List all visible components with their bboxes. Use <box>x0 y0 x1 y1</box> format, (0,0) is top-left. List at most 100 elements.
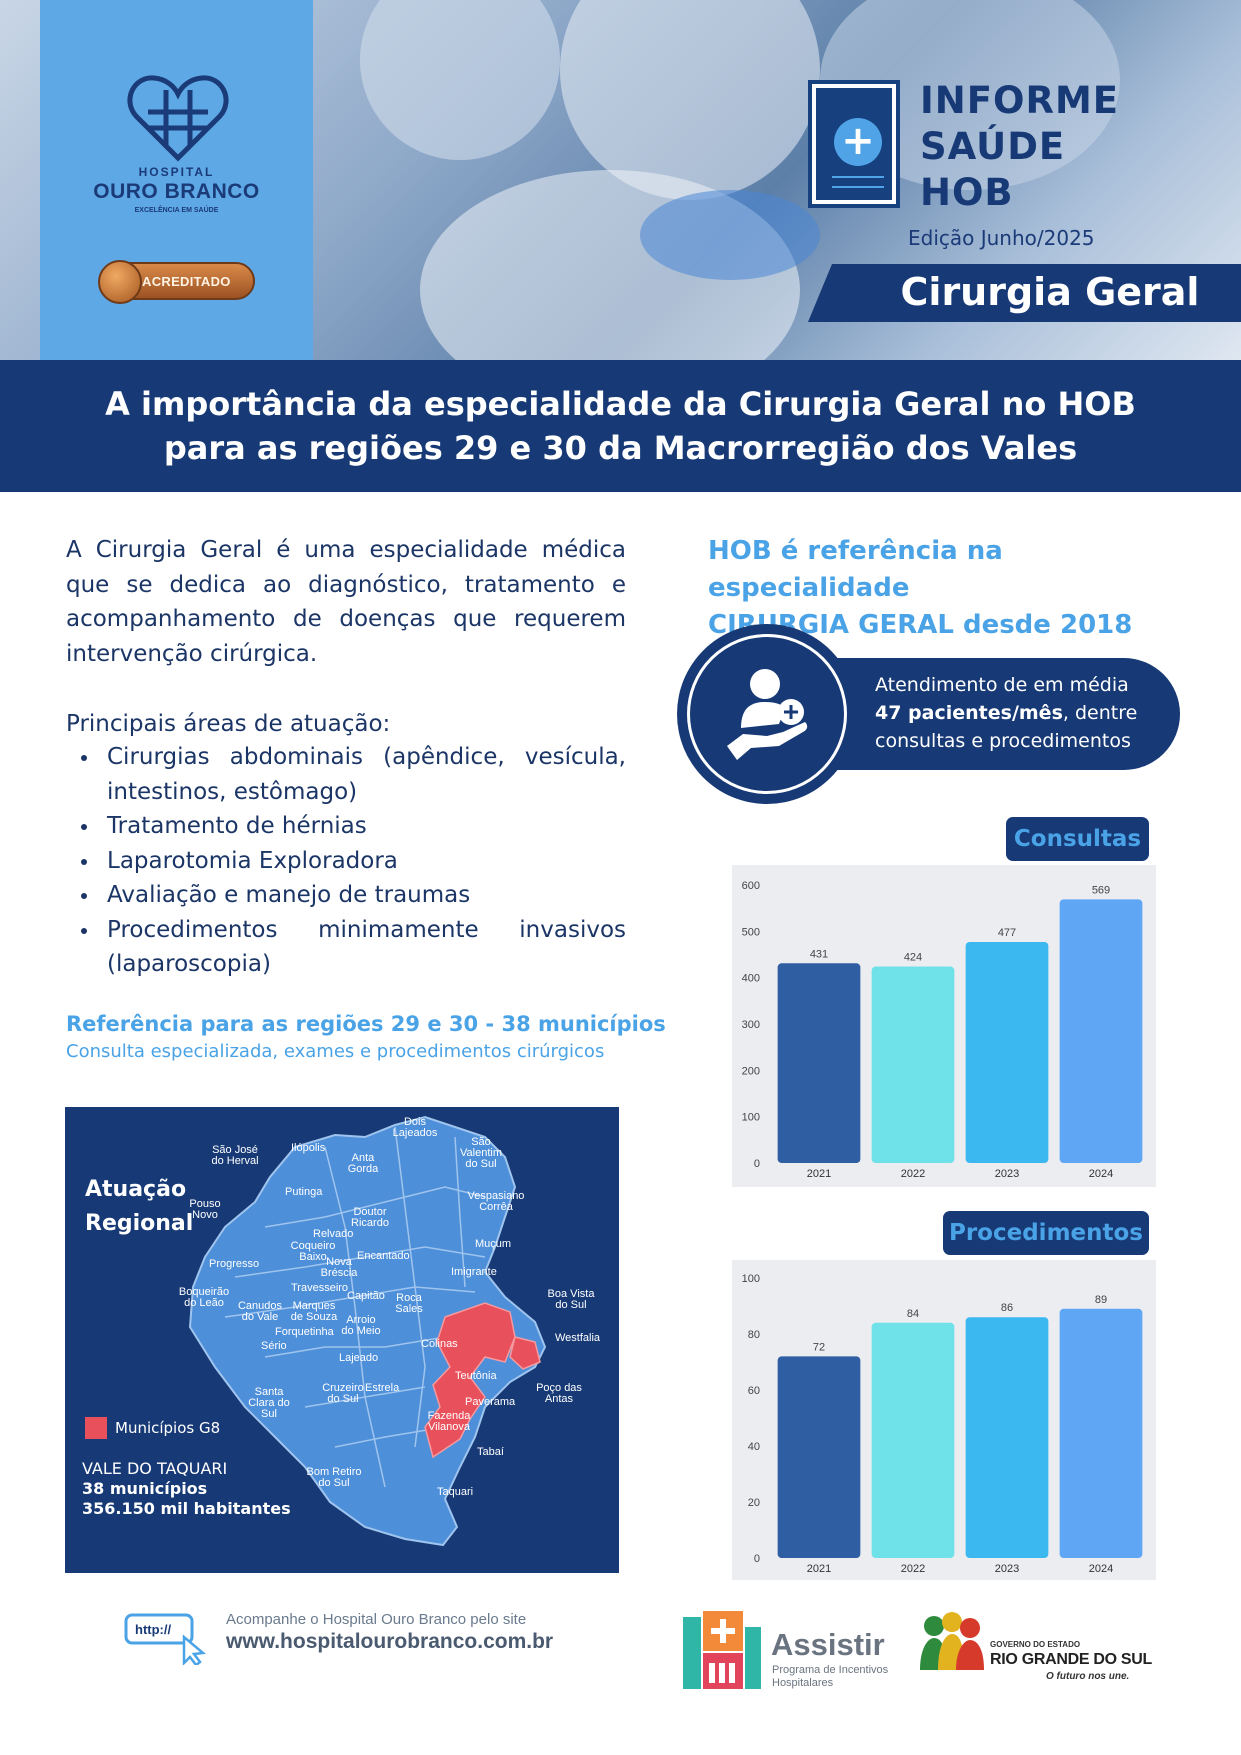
municipality-label: Taquari <box>437 1486 474 1498</box>
municipality-label: Poço das Antas <box>536 1382 582 1405</box>
informe-title-line: SAÚDE <box>920 125 1066 168</box>
bar <box>1059 899 1143 1163</box>
x-tick-label: 2023 <box>995 1168 1019 1180</box>
y-tick-label: 60 <box>748 1385 760 1397</box>
municipality-label: Imigrante <box>451 1266 497 1278</box>
rs-motto: O futuro nos une. <box>1046 1671 1130 1682</box>
patient-care-icon <box>727 669 808 760</box>
municipality-label: Capitão <box>347 1290 385 1302</box>
municipality-label: Fazenda Vilanova <box>427 1410 471 1433</box>
list-item: Procedimentos minimamente invasivos (lap… <box>66 913 626 982</box>
municipality-label: Cruzeiro do Sul <box>322 1382 364 1405</box>
municipality-label: Forquetinha <box>275 1326 334 1338</box>
edition-label: Edição Junho/2025 <box>908 226 1095 250</box>
areas-list: Cirurgias abdominais (apêndice, vesícula… <box>66 740 626 982</box>
region-municipality-count: 38 municípios <box>82 1479 208 1498</box>
municipality-label: Progresso <box>209 1258 260 1270</box>
municipality-label: Paverama <box>465 1396 516 1408</box>
document-line <box>832 176 884 178</box>
page-title: A importância da especialidade da Cirurg… <box>40 382 1201 470</box>
bar <box>965 941 1049 1163</box>
municipality-label: Travesseiro <box>291 1282 349 1294</box>
bar-value-label: 424 <box>904 952 922 964</box>
informe-document-icon: + <box>808 80 900 208</box>
consultas-bar-chart: 0 100 200 300 400 500 600 431 2021 424 2022 477 2023… <box>732 865 1156 1187</box>
bar-value-label: 569 <box>1092 884 1110 896</box>
plus-icon: + <box>834 118 882 166</box>
accreditation-medal-icon <box>98 260 142 304</box>
bar <box>1059 1308 1143 1558</box>
x-tick-label: 2023 <box>995 1563 1019 1575</box>
consultas-chart-svg: 0 100 200 300 400 500 600 431 2021 424 2022 477 2023… <box>742 880 1143 1180</box>
municipality-label: Roca Sales <box>395 1292 423 1315</box>
assistir-name: Assistir <box>771 1627 885 1662</box>
municipality-label: Sério <box>261 1340 287 1352</box>
municipality-label: Vespasiano Corrêa <box>467 1190 525 1213</box>
reference-subtitle: Consulta especializada, exames e procedi… <box>66 1041 605 1062</box>
bar-value-label: 86 <box>1001 1302 1013 1314</box>
intro-paragraph: A Cirurgia Geral é uma especialidade méd… <box>66 537 626 667</box>
bar <box>777 963 861 1163</box>
municipality-label: Dois Lajeados <box>392 1116 438 1139</box>
municipality-label: Canudos do Vale <box>237 1300 283 1323</box>
municipality-label: Doutor Ricardo <box>351 1206 389 1229</box>
y-tick-label: 0 <box>754 1553 760 1565</box>
bar <box>965 1317 1049 1558</box>
list-item: Tratamento de hérnias <box>66 809 626 844</box>
y-tick-label: 100 <box>742 1112 760 1124</box>
specialty-label: Cirurgia Geral <box>900 270 1200 314</box>
y-tick-label: 100 <box>742 1273 760 1285</box>
logo-hospital-label: HOSPITAL <box>138 165 215 179</box>
areas-title: Principais áreas de atuação: <box>66 711 391 737</box>
rs-government-logo-icon <box>920 1612 984 1670</box>
stat-line-2: 47 pacientes/mês, dentre <box>875 699 1165 727</box>
municipality-label: Westfalia <box>555 1332 601 1344</box>
x-tick-label: 2021 <box>807 1563 831 1575</box>
rs-government-label: GOVERNO DO ESTADO <box>990 1640 1081 1649</box>
region-name: VALE DO TAQUARI <box>82 1459 228 1478</box>
municipality-label: Anta Gorda <box>347 1152 379 1175</box>
rs-state-name: RIO GRANDE DO SUL <box>990 1651 1153 1668</box>
logo-tagline: EXCELÊNCIA EM SAÚDE <box>134 207 219 214</box>
footer-site-link[interactable]: www.hospitalourobranco.com.br <box>226 1630 554 1653</box>
y-tick-label: 600 <box>742 880 760 892</box>
municipality-label: Colinas <box>421 1338 458 1350</box>
document-line <box>832 186 884 188</box>
stat-text: Atendimento de em média 47 pacientes/mês… <box>875 671 1165 755</box>
bar-value-label: 477 <box>998 927 1016 939</box>
accreditation-badge: ACREDITADO <box>98 260 255 304</box>
accreditation-label: ACREDITADO <box>142 274 231 289</box>
region-population: 356.150 mil habitantes <box>82 1499 291 1518</box>
y-tick-label: 20 <box>748 1497 760 1509</box>
y-tick-label: 0 <box>754 1158 760 1170</box>
bar-value-label: 89 <box>1095 1294 1107 1306</box>
informe-title-line: HOB <box>920 171 1014 214</box>
stat-circle <box>677 624 857 804</box>
municipality-label: Santa Clara do Sul <box>248 1386 290 1420</box>
logo-panel: HOSPITAL OURO BRANCO EXCELÊNCIA EM SAÚDE… <box>40 0 313 360</box>
hospital-heart-cross-icon <box>127 75 229 162</box>
web-link-icon: http:// <box>124 1613 207 1665</box>
chart-title-consultas: Consultas <box>1006 817 1149 861</box>
municipality-label: Boa Vista do Sul <box>547 1288 595 1311</box>
municipality-label: Encantado <box>357 1250 410 1262</box>
reference-title: Referência para as regiões 29 e 30 - 38 … <box>66 1012 666 1036</box>
x-tick-label: 2021 <box>807 1168 831 1180</box>
y-tick-label: 300 <box>742 1019 760 1031</box>
x-tick-label: 2022 <box>901 1563 925 1575</box>
municipality-label: Estrela <box>365 1382 400 1394</box>
municipality-label: Nova Bréscia <box>320 1256 358 1279</box>
bar <box>871 1322 955 1558</box>
stat-suffix: , dentre <box>1062 702 1138 724</box>
municipality-label: Coqueiro Baixo <box>290 1240 336 1263</box>
municipality-label: Pouso Novo <box>189 1198 221 1221</box>
municipality-label: São Valentim do Sul <box>460 1136 502 1170</box>
procedimentos-bar-chart: 0 20 40 60 80 100 72 2021 84 2022 86 2023 89 2024 <box>732 1260 1156 1580</box>
municipality-label: Boqueirão do Leão <box>178 1286 230 1309</box>
bar-value-label: 84 <box>907 1308 919 1320</box>
informe-title: INFORME SAÚDE HOB <box>920 78 1119 216</box>
surgery-photo-shape <box>560 0 820 200</box>
stat-suffix-line: consultas e procedimentos <box>875 730 1131 752</box>
bar <box>777 1356 861 1558</box>
procedimentos-chart-svg: 0 20 40 60 80 100 72 2021 84 2022 86 2023 89 2024 <box>742 1273 1143 1575</box>
